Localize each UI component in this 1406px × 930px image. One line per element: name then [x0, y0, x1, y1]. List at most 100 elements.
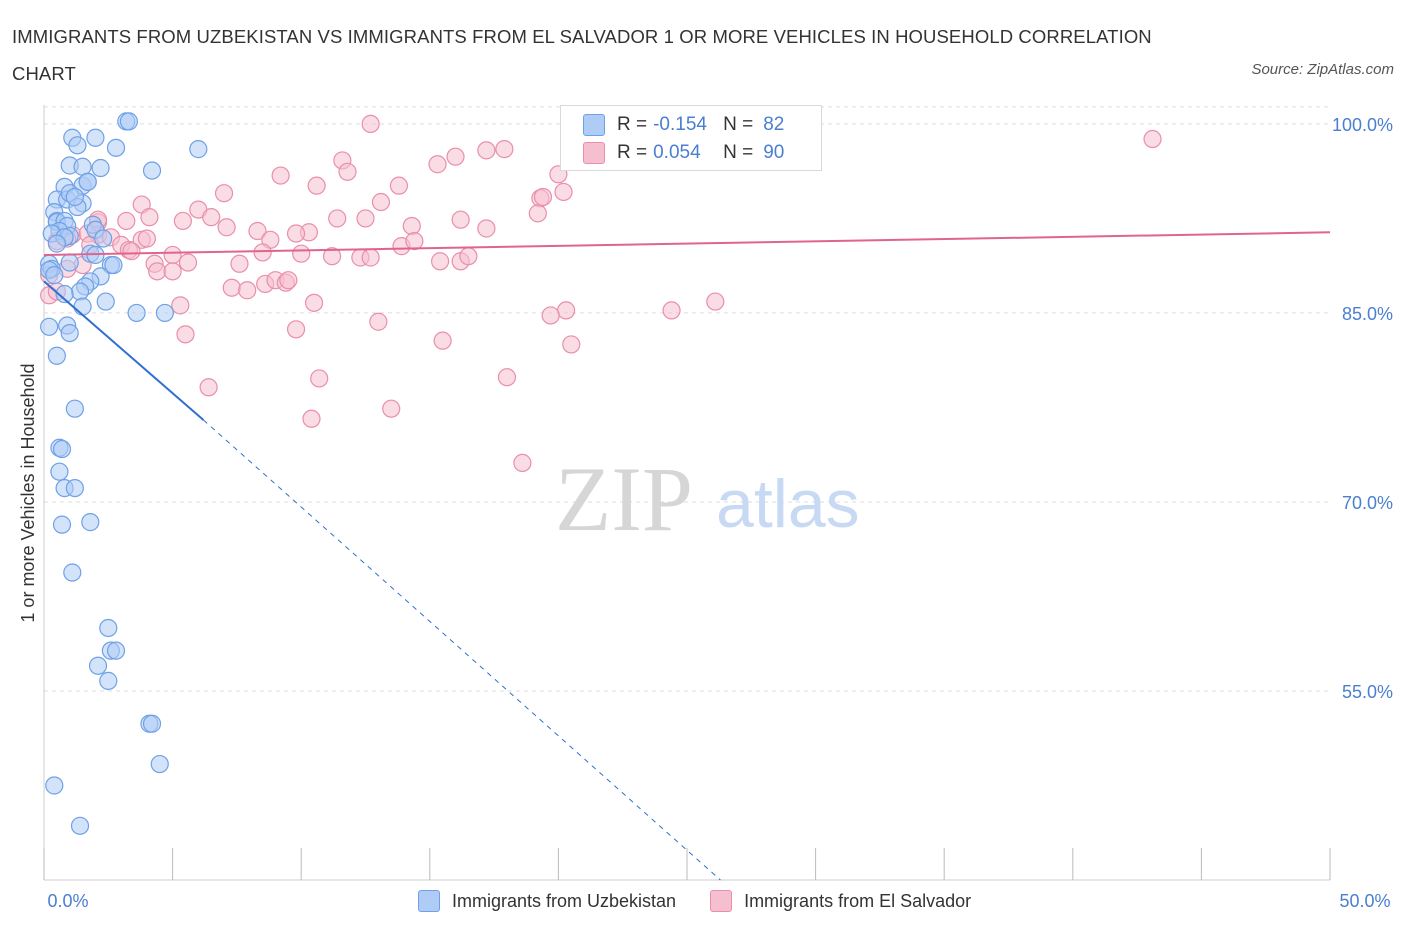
uzbekistan-point [78, 172, 97, 191]
el-salvador-point [230, 254, 249, 273]
axis-labels: 100.0% 85.0% 70.0% 55.0% 0.0% 50.0% 1 or more … [18, 115, 1393, 911]
legend-label: Immigrants from El Salvador [744, 890, 972, 911]
uzbekistan-point [104, 255, 123, 275]
uzbekistan-point [99, 618, 118, 638]
el-salvador-point [382, 399, 401, 418]
uzbekistan-point [142, 161, 162, 180]
uzbekistan-point [52, 439, 72, 459]
el-salvador-point [389, 176, 409, 195]
y-axis-title: 1 or more Vehicles in Household [18, 363, 38, 622]
uzbekistan-point [99, 671, 118, 690]
r-value: 0.054 [653, 142, 701, 163]
el-salvador-point [459, 247, 478, 266]
uzbekistan-point [70, 282, 90, 301]
el-salvador-point [173, 211, 192, 231]
uzbekistan-point [68, 136, 87, 155]
uzbekistan-point [189, 140, 208, 159]
r-label: R = [617, 142, 648, 163]
el-salvador-point [554, 182, 573, 202]
uzbekistan-point [88, 656, 108, 675]
el-salvador-point [286, 224, 306, 243]
uzbekistan-point [70, 816, 90, 835]
el-salvador-point [310, 369, 329, 388]
n-value: 90 [763, 142, 785, 163]
uzbekistan-point [40, 317, 59, 336]
uzbekistan-point [73, 297, 92, 316]
uzbekistan-point [45, 776, 64, 795]
n-label: N = [723, 114, 754, 135]
el-salvador-point [199, 378, 218, 397]
uzbekistan-point [73, 157, 92, 176]
el-salvador-point [541, 306, 560, 325]
el-salvador-point [338, 162, 357, 181]
watermark-atlas: atlas [716, 466, 860, 542]
el-salvador-point [122, 242, 141, 261]
el-salvador-point [361, 114, 380, 134]
uzbekistan-point [127, 303, 146, 323]
r-value: -0.154 [653, 114, 707, 135]
uzbekistan-point [65, 478, 84, 498]
stats-legend: R = -0.154 N = 82 R = 0.054 N = 90 [560, 105, 822, 171]
el-salvador-point [171, 296, 190, 315]
el-salvador-point [361, 248, 380, 267]
el-salvador-point [477, 141, 496, 160]
watermark: ZIP atlas [555, 448, 860, 550]
legend-row-el-salvador: R = 0.054 N = 90 [583, 139, 784, 167]
el-salvador-point [140, 208, 159, 227]
uzbekistan-point [47, 234, 66, 253]
el-salvador-point [451, 210, 470, 229]
el-salvador-point [513, 453, 532, 472]
x-tick-label: 0.0% [47, 891, 88, 911]
el-salvador-point [271, 166, 290, 185]
legend-label: Immigrants from Uzbekistan [452, 890, 677, 911]
series-legend: Immigrants from Uzbekistan Immigrants fr… [418, 890, 1005, 912]
legend-swatch-pink [710, 890, 733, 912]
y-tick-label: 70.0% [1342, 493, 1393, 513]
el-salvador-point [405, 231, 424, 251]
legend-item-uzbekistan: Immigrants from Uzbekistan [418, 890, 676, 912]
el-salvador-point [495, 140, 514, 159]
uzbekistan-point [119, 112, 138, 131]
el-salvador-point [176, 325, 195, 344]
el-salvador-point [428, 155, 447, 174]
el-salvador-point [356, 209, 375, 228]
uzbekistan-point [60, 253, 79, 272]
uzbekistan-point [91, 158, 110, 178]
uzbekistan-point [86, 128, 105, 147]
uzbekistan-point [65, 399, 84, 418]
el-salvador-point [402, 216, 421, 236]
x-tick-label: 50.0% [1339, 891, 1390, 911]
el-salvador-point [217, 218, 236, 237]
el-salvador-point [433, 331, 452, 350]
el-salvador-point [302, 409, 321, 428]
el-salvador-point [662, 301, 681, 320]
series-uzbekistan [40, 112, 208, 835]
el-salvador-point [497, 368, 517, 387]
el-salvador-point [163, 262, 182, 281]
uzbekistan-trend-line [43, 280, 205, 421]
uzbekistan-point [47, 346, 66, 365]
source-label: Source: ZipAtlas.com [1251, 61, 1394, 78]
el-salvador-trend-line [43, 231, 1331, 256]
y-tick-label: 100.0% [1332, 115, 1393, 135]
legend-swatch-pink [583, 142, 605, 164]
y-tick-label: 55.0% [1342, 682, 1393, 702]
el-salvador-point [557, 301, 576, 320]
el-salvador-point [371, 192, 391, 212]
el-salvador-point [304, 293, 324, 312]
uzbekistan-point [63, 563, 82, 582]
el-salvador-point [248, 221, 267, 241]
uzbekistan-point [106, 641, 126, 660]
legend-row-uzbekistan: R = -0.154 N = 82 [583, 111, 784, 139]
legend-item-el-salvador: Immigrants from El Salvador [710, 890, 971, 912]
uzbekistan-point [81, 513, 100, 532]
el-salvador-point [369, 312, 388, 331]
el-salvador-point [307, 176, 326, 195]
el-salvador-point [533, 187, 553, 207]
trend-lines [43, 231, 1331, 881]
uzbekistan-point [155, 303, 174, 323]
n-value: 82 [763, 114, 785, 135]
uzbekistan-point [94, 229, 113, 248]
uzbekistan-point [50, 462, 69, 481]
el-salvador-point [117, 211, 136, 231]
